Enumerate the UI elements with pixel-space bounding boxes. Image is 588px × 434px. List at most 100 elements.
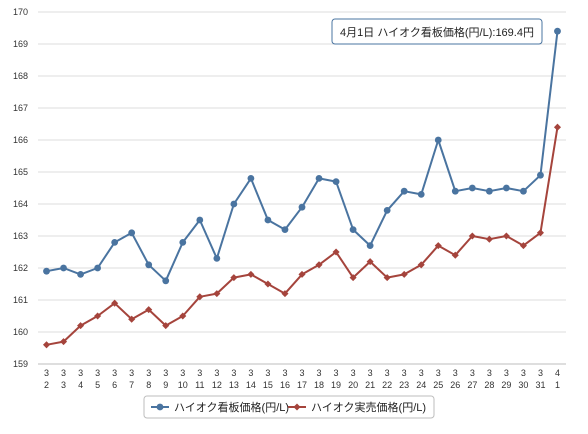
data-point[interactable] [537,171,544,179]
data-point[interactable] [77,271,84,278]
data-point[interactable] [94,264,102,272]
legend-item-signboard[interactable]: ハイオク看板価格(円/L) [151,400,289,414]
x-tick-day: 28 [484,380,494,390]
data-point[interactable] [366,242,374,250]
data-point[interactable] [196,216,204,224]
data-point[interactable] [434,136,442,144]
x-tick: 314 [246,368,256,390]
data-point[interactable] [349,226,357,234]
x-tick-day: 2 [44,380,49,390]
data-point[interactable] [383,207,391,214]
x-tick-day: 1 [555,380,560,390]
legend-label-actual: ハイオク実売価格(円/L) [311,400,426,414]
data-point[interactable] [247,270,255,278]
data-point[interactable] [417,261,425,269]
legend-circle-marker [156,403,164,411]
x-tick-day: 15 [263,380,273,390]
data-point[interactable] [77,322,85,330]
x-tick-month: 3 [265,368,270,378]
legend-diamond-marker [293,403,301,411]
data-point[interactable] [43,267,50,275]
x-tick-day: 20 [348,380,358,390]
data-point[interactable] [162,277,170,285]
data-point[interactable] [553,123,562,131]
data-point[interactable] [468,232,476,240]
data-point[interactable] [230,200,238,208]
data-point[interactable] [468,184,476,192]
data-point[interactable] [349,274,357,282]
x-tick: 311 [195,368,204,390]
x-tick-month: 3 [317,368,322,378]
y-tick-label: 165 [13,167,28,177]
data-point[interactable] [179,239,187,246]
data-point[interactable] [366,258,374,266]
data-point[interactable] [213,255,221,262]
data-point[interactable] [247,175,255,182]
data-point[interactable] [554,27,561,35]
data-point[interactable] [60,264,67,272]
x-tick-day: 24 [416,380,426,390]
data-point[interactable] [315,175,323,182]
x-tick-day: 25 [433,380,443,390]
data-point[interactable] [145,261,153,269]
data-point[interactable] [485,235,493,243]
x-tick-month: 4 [555,368,560,378]
data-point[interactable] [111,299,119,307]
data-point[interactable] [42,341,51,349]
x-tick-month: 3 [385,368,390,378]
data-point[interactable] [400,187,408,195]
data-point[interactable] [536,229,544,237]
data-point[interactable] [485,187,493,195]
x-tick-month: 3 [334,368,339,378]
x-tick-month: 3 [487,368,492,378]
y-tick-label: 164 [13,199,28,209]
y-tick-label: 162 [13,263,28,273]
data-point[interactable] [451,187,459,195]
data-point[interactable] [502,184,510,192]
data-point[interactable] [213,290,221,298]
x-tick: 320 [348,368,358,390]
data-point[interactable] [298,203,306,211]
data-point[interactable] [520,187,527,195]
x-tick-day: 17 [297,380,307,390]
data-point[interactable] [162,322,170,330]
x-tick-day: 7 [129,380,134,390]
data-point[interactable] [332,248,340,256]
data-point[interactable] [94,312,102,320]
series-1 [42,123,562,349]
data-point[interactable] [111,239,119,246]
data-point[interactable] [281,226,289,234]
data-point[interactable] [332,178,340,186]
data-point[interactable] [264,280,272,288]
data-point[interactable] [519,242,527,250]
data-point[interactable] [128,229,136,237]
data-point[interactable] [60,338,68,346]
data-point[interactable] [400,270,408,278]
data-point[interactable] [298,270,306,278]
data-point[interactable] [451,251,459,259]
data-point[interactable] [230,274,238,282]
data-point[interactable] [281,290,289,298]
legend-label-signboard: ハイオク看板価格(円/L) [174,400,289,414]
x-tick: 319 [331,368,341,390]
data-point[interactable] [434,242,442,250]
x-tick-month: 3 [44,368,49,378]
data-point[interactable] [196,293,204,301]
x-tick: 323 [399,368,409,390]
x-tick: 328 [484,368,494,390]
data-point[interactable] [315,261,323,269]
data-point[interactable] [502,232,510,240]
data-point[interactable] [383,274,391,282]
data-point[interactable] [179,312,187,320]
x-tick-day: 13 [229,380,239,390]
data-point[interactable] [264,216,272,224]
x-tick: 34 [78,368,83,390]
x-tick-month: 3 [95,368,100,378]
x-tick: 37 [129,368,134,390]
legend-item-actual[interactable]: ハイオク実売価格(円/L) [288,400,426,414]
data-point[interactable] [417,191,425,198]
data-point[interactable] [145,306,153,314]
x-tick: 39 [163,368,168,390]
data-point[interactable] [128,315,136,323]
x-tick-month: 3 [180,368,185,378]
